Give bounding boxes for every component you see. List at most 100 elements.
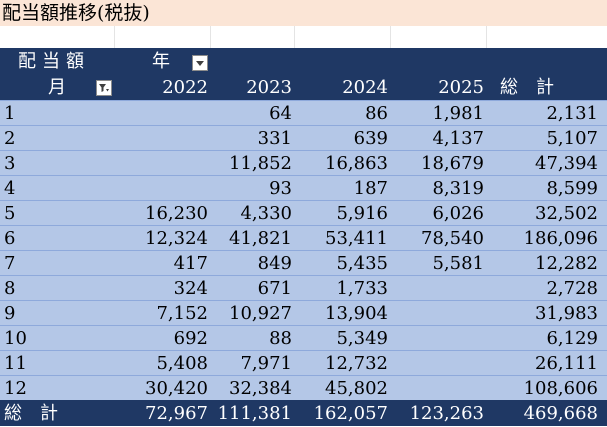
value-2025[interactable] (390, 301, 484, 325)
value-2025[interactable]: 18,679 (421, 153, 484, 174)
value-2022[interactable]: 30,420 (145, 378, 208, 399)
row-total[interactable]: 12,282 (535, 253, 598, 274)
table-row: 7 417 849 5,435 5,581 12,282 (0, 250, 607, 275)
table-row: 5 16,230 4,330 5,916 6,026 32,502 (0, 200, 607, 225)
grand-total-col-header: 総 計 (500, 77, 554, 98)
pivot-header-row-2: 月 2022 2023 2024 2025 総 計 (0, 74, 607, 100)
value-2024[interactable]: 12,732 (325, 353, 388, 374)
year-header-2023[interactable]: 2023 (246, 77, 292, 98)
value-2024[interactable]: 5,435 (336, 253, 388, 274)
row-total[interactable]: 2,131 (546, 103, 598, 124)
year-header-2025[interactable]: 2025 (438, 77, 484, 98)
total-2023[interactable]: 111,381 (217, 403, 292, 424)
row-total[interactable]: 2,728 (546, 278, 598, 299)
corner-label: 配当額 (18, 51, 90, 72)
value-2024[interactable]: 86 (365, 103, 388, 124)
row-total[interactable]: 26,111 (535, 353, 598, 374)
value-2022[interactable] (114, 126, 208, 150)
row-total[interactable]: 32,502 (535, 203, 598, 224)
value-2022[interactable] (114, 151, 208, 175)
year-header-2024[interactable]: 2024 (342, 77, 388, 98)
value-2023[interactable]: 41,821 (229, 228, 292, 249)
table-row: 3 11,852 16,863 18,679 47,394 (0, 150, 607, 175)
value-2024[interactable]: 5,349 (336, 328, 388, 349)
month-cell[interactable]: 7 (4, 253, 16, 274)
col-filter-button[interactable] (192, 55, 208, 71)
value-2023[interactable]: 64 (269, 103, 292, 124)
row-field-label: 月 (48, 77, 66, 98)
value-2023[interactable]: 11,852 (229, 153, 292, 174)
month-cell[interactable]: 11 (4, 353, 27, 374)
month-cell[interactable]: 6 (4, 228, 16, 249)
value-2025[interactable]: 6,026 (432, 203, 484, 224)
col-field-label: 年 (152, 51, 170, 72)
value-2023[interactable]: 93 (269, 178, 292, 199)
value-2023[interactable]: 671 (257, 278, 292, 299)
value-2022[interactable]: 12,324 (145, 228, 208, 249)
dropdown-arrow-icon (196, 61, 204, 66)
value-2024[interactable]: 45,802 (325, 378, 388, 399)
total-grand[interactable]: 469,668 (523, 403, 598, 424)
value-2022[interactable]: 692 (173, 328, 208, 349)
value-2024[interactable]: 16,863 (325, 153, 388, 174)
value-2022[interactable]: 7,152 (156, 303, 208, 324)
value-2023[interactable]: 32,384 (229, 378, 292, 399)
value-2023[interactable]: 849 (257, 253, 292, 274)
value-2023[interactable]: 88 (269, 328, 292, 349)
value-2025[interactable]: 1,981 (432, 103, 484, 124)
value-2022[interactable] (114, 176, 208, 200)
row-total[interactable]: 31,983 (535, 303, 598, 324)
value-2025[interactable] (390, 276, 484, 300)
value-2024[interactable]: 5,916 (336, 203, 388, 224)
total-2024[interactable]: 162,057 (313, 403, 388, 424)
value-2022[interactable]: 324 (173, 278, 208, 299)
total-2025[interactable]: 123,263 (409, 403, 484, 424)
cell-gridline (114, 26, 115, 48)
month-cell[interactable]: 12 (4, 378, 27, 399)
value-2022[interactable]: 5,408 (156, 353, 208, 374)
value-2023[interactable]: 4,330 (240, 203, 292, 224)
row-total[interactable]: 5,107 (546, 128, 598, 149)
cell-gridline (486, 26, 487, 48)
month-cell[interactable]: 5 (4, 203, 16, 224)
value-2025[interactable]: 4,137 (432, 128, 484, 149)
row-total[interactable]: 6,129 (546, 328, 598, 349)
value-2025[interactable]: 78,540 (421, 228, 484, 249)
value-2025[interactable] (390, 326, 484, 350)
row-filter-button[interactable] (96, 80, 112, 96)
value-2025[interactable] (390, 351, 484, 375)
total-2022[interactable]: 72,967 (145, 403, 208, 424)
row-total[interactable]: 186,096 (523, 228, 598, 249)
value-2025[interactable]: 5,581 (432, 253, 484, 274)
value-2024[interactable]: 187 (353, 178, 388, 199)
month-cell[interactable]: 9 (4, 303, 16, 324)
value-2023[interactable]: 7,971 (240, 353, 292, 374)
cell-gridline (210, 26, 211, 48)
value-2023[interactable]: 10,927 (229, 303, 292, 324)
value-2024[interactable]: 1,733 (336, 278, 388, 299)
value-2025[interactable]: 8,319 (432, 178, 484, 199)
row-total[interactable]: 8,599 (546, 178, 598, 199)
value-2024[interactable]: 53,411 (325, 228, 388, 249)
title-row: 配当額推移(税抜) (0, 0, 607, 26)
value-2022[interactable] (114, 101, 208, 125)
value-2025[interactable] (390, 376, 484, 400)
month-cell[interactable]: 3 (4, 153, 16, 174)
empty-sheet-row (0, 26, 607, 48)
table-row: 12 30,420 32,384 45,802 108,606 (0, 375, 607, 400)
row-total[interactable]: 108,606 (523, 378, 598, 399)
value-2024[interactable]: 13,904 (325, 303, 388, 324)
month-cell[interactable]: 2 (4, 128, 16, 149)
value-2022[interactable]: 16,230 (145, 203, 208, 224)
month-cell[interactable]: 10 (4, 328, 27, 349)
row-total[interactable]: 47,394 (535, 153, 598, 174)
value-2022[interactable]: 417 (173, 253, 208, 274)
month-cell[interactable]: 4 (4, 178, 16, 199)
table-row: 4 93 187 8,319 8,599 (0, 175, 607, 200)
value-2024[interactable]: 639 (353, 128, 388, 149)
month-cell[interactable]: 1 (4, 103, 16, 124)
value-2023[interactable]: 331 (257, 128, 292, 149)
month-cell[interactable]: 8 (4, 278, 16, 299)
year-header-2022[interactable]: 2022 (162, 77, 208, 98)
table-row: 11 5,408 7,971 12,732 26,111 (0, 350, 607, 375)
